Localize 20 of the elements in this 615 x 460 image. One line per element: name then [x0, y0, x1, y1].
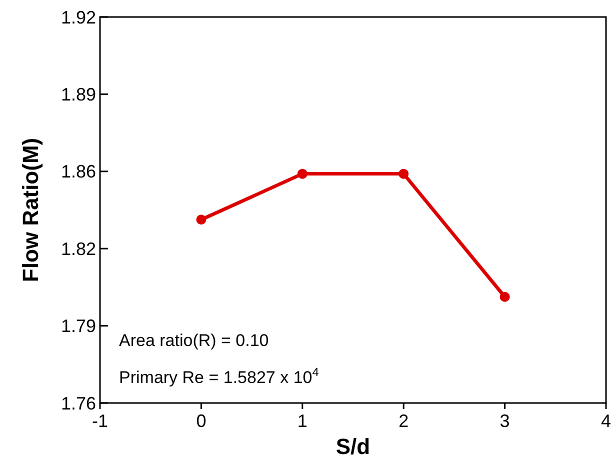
point: [500, 292, 510, 302]
point: [398, 168, 409, 179]
x-tick-label: -1: [92, 411, 108, 431]
x-tick-label: 0: [196, 411, 206, 431]
y-tick-label: 1.89: [60, 84, 96, 104]
annotation: Primary Re = 1.5827 x 10$^{4}$: [119, 365, 320, 387]
y-tick-label: 1.76: [60, 393, 96, 414]
x-axis-title: S/d: [336, 434, 370, 459]
x-tick-label: 4: [600, 411, 612, 431]
y-axis-title: Flow Ratio(M): [18, 138, 43, 282]
y-tick-label: 1.79: [60, 316, 96, 336]
point: [196, 214, 206, 225]
annotation: Area ratio(R) = 0.10: [119, 331, 269, 350]
point: [297, 168, 308, 179]
x-tick-label: 2: [398, 411, 409, 431]
x-tick-label: 3: [500, 411, 510, 431]
y-tick-label: 1.86: [60, 162, 96, 182]
y-tick-label: 1.92: [60, 7, 96, 28]
x-tick-label: 1: [297, 411, 308, 431]
y-tick-label: 1.82: [60, 238, 96, 259]
